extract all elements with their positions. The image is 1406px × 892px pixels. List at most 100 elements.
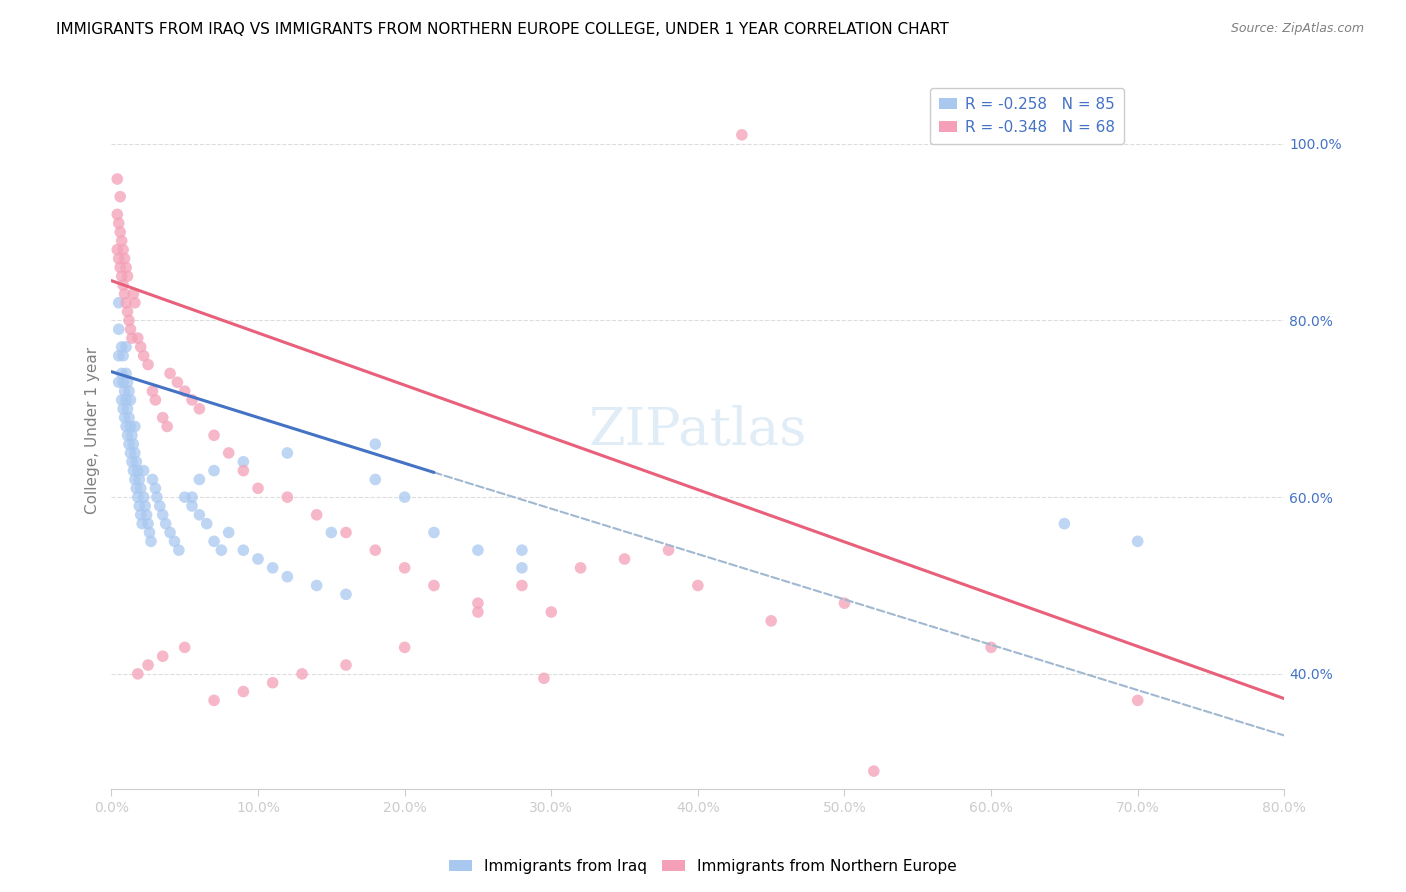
Point [132,490,155,504]
Point [335,658,357,673]
Point [112,243,135,257]
Point [127,464,149,478]
Point [112,376,135,390]
Point [107,252,129,266]
Point [112,349,135,363]
Point [262,561,284,575]
Point [121,455,143,469]
Point [128,473,150,487]
Point [232,543,254,558]
Point [364,543,387,558]
Point [276,569,298,583]
Point [321,525,343,540]
Point [107,376,129,390]
Point [135,508,157,522]
Point [112,278,135,293]
Point [188,473,211,487]
Point [394,490,416,504]
Point [163,534,186,549]
Point [115,260,138,275]
Point [232,455,254,469]
Point [686,578,709,592]
Point [115,419,138,434]
Point [138,525,160,540]
Point [533,671,555,685]
Point [107,216,129,230]
Point [115,340,138,354]
Point [132,349,155,363]
Point [111,234,134,248]
Point [159,367,181,381]
Point [291,666,314,681]
Point [202,428,225,442]
Text: IMMIGRANTS FROM IRAQ VS IMMIGRANTS FROM NORTHERN EUROPE COLLEGE, UNDER 1 YEAR CO: IMMIGRANTS FROM IRAQ VS IMMIGRANTS FROM … [56,22,949,37]
Point [117,376,139,390]
Point [115,367,138,381]
Point [759,614,782,628]
Point [173,490,195,504]
Point [181,490,204,504]
Point [657,543,679,558]
Point [510,561,533,575]
Point [202,693,225,707]
Point [181,499,204,513]
Point [112,401,135,416]
Point [115,295,138,310]
Point [141,384,163,398]
Point [423,525,446,540]
Point [232,684,254,698]
Point [305,508,328,522]
Point [108,225,131,239]
Point [218,446,240,460]
Point [232,464,254,478]
Point [166,376,188,390]
Point [127,666,149,681]
Point [136,658,159,673]
Point [364,437,387,451]
Point [128,499,150,513]
Point [335,525,357,540]
Point [1126,693,1149,707]
Point [195,516,218,531]
Point [510,543,533,558]
Point [118,410,141,425]
Point [181,392,204,407]
Point [1126,534,1149,549]
Y-axis label: College, Under 1 year: College, Under 1 year [86,347,100,515]
Point [276,490,298,504]
Point [167,543,190,558]
Point [124,419,146,434]
Point [155,516,177,531]
Point [105,243,128,257]
Point [127,490,149,504]
Point [139,534,162,549]
Point [202,464,225,478]
Point [124,473,146,487]
Point [467,543,489,558]
Point [152,410,174,425]
Point [120,419,142,434]
Point [202,534,225,549]
Point [132,464,155,478]
Point [107,295,129,310]
Point [569,561,592,575]
Legend: Immigrants from Iraq, Immigrants from Northern Europe: Immigrants from Iraq, Immigrants from No… [443,853,963,880]
Point [149,499,172,513]
Point [127,331,149,345]
Point [121,331,143,345]
Point [188,401,211,416]
Point [107,349,129,363]
Point [152,649,174,664]
Point [173,384,195,398]
Point [125,455,148,469]
Point [114,384,136,398]
Point [247,552,270,566]
Point [117,428,139,442]
Point [152,508,174,522]
Point [834,596,856,610]
Point [156,419,179,434]
Point [1053,516,1076,531]
Point [108,260,131,275]
Point [613,552,636,566]
Point [394,561,416,575]
